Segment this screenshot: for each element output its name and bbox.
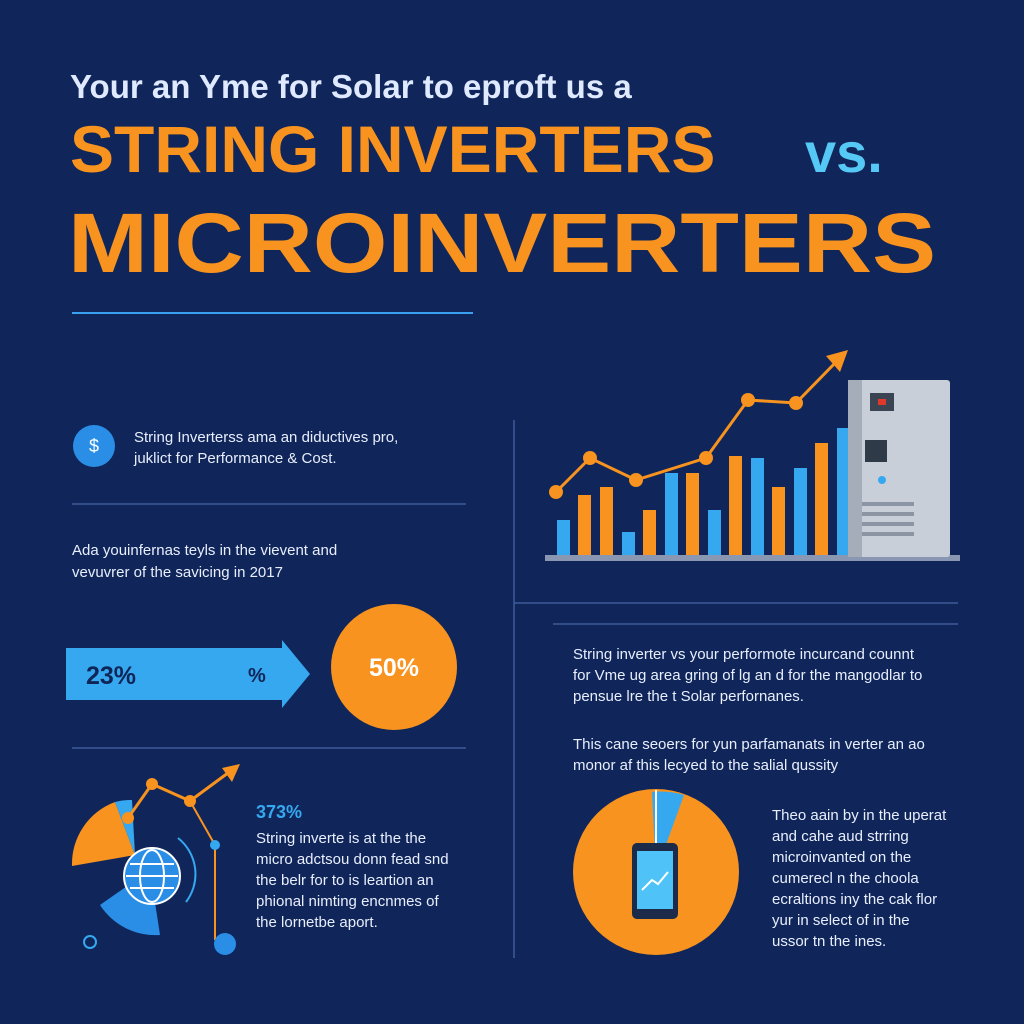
- stat-arrow: [66, 640, 310, 708]
- inverter-led: [878, 399, 886, 405]
- node-dot: [210, 840, 220, 850]
- decorative-bar: [772, 487, 785, 556]
- pie-slice: [71, 802, 135, 866]
- arrow-unit: %: [248, 665, 266, 687]
- para-line: Theo aain by in the uperat: [772, 807, 947, 824]
- detail-line: String inverte is at the the: [256, 830, 426, 847]
- trend-dot: [583, 451, 597, 465]
- trend-dot: [146, 778, 158, 790]
- inverter-vent: [862, 502, 914, 506]
- decorative-bar: [729, 456, 742, 556]
- decorative-bar: [557, 520, 570, 556]
- inverter-unit: [848, 380, 950, 557]
- decorative-bar: [665, 473, 678, 556]
- cost-note-line: String Inverterss ama an diductives pro,: [134, 429, 398, 446]
- para-line: for Vme ug area gring of lg an d for the…: [573, 667, 922, 684]
- title-vs: vs.: [805, 121, 883, 184]
- trend-dot: [122, 812, 134, 824]
- trend-dots: [549, 393, 803, 499]
- decorative-bar: [578, 495, 591, 556]
- small-icon: [83, 935, 97, 949]
- title-main: STRING INVERTERS: [70, 112, 715, 186]
- trend-dot: [629, 473, 643, 487]
- detail-line: the belr for to is leartion an: [256, 872, 434, 889]
- para-line: monor af this lecyed to the salial qussi…: [573, 757, 839, 774]
- trend-line: [126, 768, 233, 819]
- cost-note-line: juklict for Performance & Cost.: [133, 450, 337, 467]
- inverter-vent: [862, 522, 914, 526]
- detail-heading: 373%: [256, 802, 302, 822]
- para-line: This cane seoers for yun parfamanats in …: [573, 736, 925, 753]
- phone-screen: [637, 851, 673, 909]
- para-line: cumerecl n the choola: [772, 870, 919, 887]
- intro-line: Ada youinfernas teyls in the vievent and: [72, 542, 337, 559]
- detail-line: the lornetbe aport.: [256, 914, 378, 931]
- trend-dot: [741, 393, 755, 407]
- detail-line: micro adctsou donn fead snd: [256, 851, 449, 868]
- para-line: and cahe aud strring: [772, 828, 909, 845]
- decorative-bar: [751, 458, 764, 556]
- inverter-side: [848, 380, 862, 557]
- detail-line: phional nimting encnmes of: [256, 893, 439, 910]
- decorative-bar: [622, 532, 635, 556]
- decorative-bar: [794, 468, 807, 556]
- detail-graphic: [71, 764, 240, 955]
- decorative-bar: [643, 510, 656, 556]
- decorative-bar: [837, 428, 850, 556]
- para-line: pensue lre the t Solar perfornanes.: [573, 688, 804, 705]
- decorative-bar-chart: [557, 428, 850, 556]
- trend-dot: [789, 396, 803, 410]
- inverter-body: [848, 380, 950, 557]
- stat-circle: [331, 604, 457, 730]
- inverter-panel: [865, 440, 887, 462]
- chart-base: [545, 555, 960, 561]
- decorative-bar: [600, 487, 613, 556]
- node-dot: [214, 933, 236, 955]
- trend-dot: [699, 451, 713, 465]
- trend-arrow: [222, 764, 240, 782]
- inverter-light: [878, 476, 886, 484]
- kicker: Your an Yme for Solar to eproft us a: [70, 68, 632, 105]
- decorative-bar: [815, 443, 828, 556]
- para-line: String inverter vs your performote incur…: [573, 646, 915, 663]
- para-line: ecraltions iny the cak flor: [772, 891, 937, 908]
- dollar-icon: [73, 425, 115, 467]
- decorative-bar: [708, 510, 721, 556]
- arc: [177, 837, 197, 903]
- phone-trend: [641, 871, 669, 891]
- inverter-vent: [862, 512, 914, 516]
- circle-value: 50%: [369, 654, 419, 682]
- intro-line: vevuvrer of the savicing in 2017: [72, 564, 283, 581]
- decorative-bar: [686, 473, 699, 556]
- inverter-vent: [862, 532, 914, 536]
- arrow-value: 23%: [86, 662, 136, 690]
- trend-arrow: [826, 350, 848, 372]
- dollar-sign: $: [89, 436, 99, 456]
- title-line2: MICROINVERTERS: [68, 196, 936, 290]
- para-line: ussor tn the ines.: [772, 933, 886, 950]
- para-line: yur in select of in the: [772, 912, 910, 929]
- trend-dot: [549, 485, 563, 499]
- para-line: microinvanted on the: [772, 849, 911, 866]
